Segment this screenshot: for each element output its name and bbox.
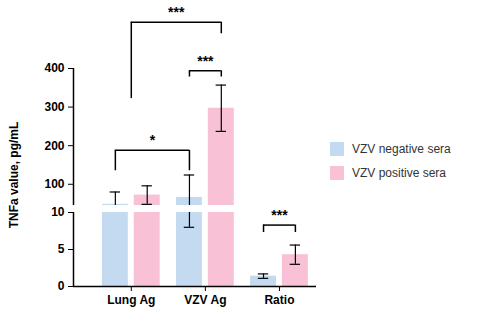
- svg-text:100: 100: [44, 177, 64, 191]
- svg-text:***: ***: [271, 207, 288, 223]
- svg-text:VZV Ag: VZV Ag: [184, 293, 226, 307]
- html-text:VZV negative sera: VZV negative sera: [352, 142, 451, 156]
- svg-text:400: 400: [44, 61, 64, 75]
- html-text:TNFa value, pg/mL: TNFa value, pg/mL: [7, 121, 21, 229]
- svg-text:***: ***: [168, 4, 185, 20]
- svg-text:***: ***: [197, 53, 214, 69]
- svg-text:*: *: [150, 132, 156, 148]
- svg-text:0: 0: [58, 279, 65, 293]
- svg-text:5: 5: [58, 242, 65, 256]
- svg-text:300: 300: [44, 100, 64, 114]
- svg-text:10: 10: [51, 205, 65, 219]
- svg-text:Ratio: Ratio: [264, 293, 294, 307]
- svg-text:Lung Ag: Lung Ag: [107, 293, 155, 307]
- html-text:VZV positive sera: VZV positive sera: [352, 166, 446, 180]
- svg-text:200: 200: [44, 139, 64, 153]
